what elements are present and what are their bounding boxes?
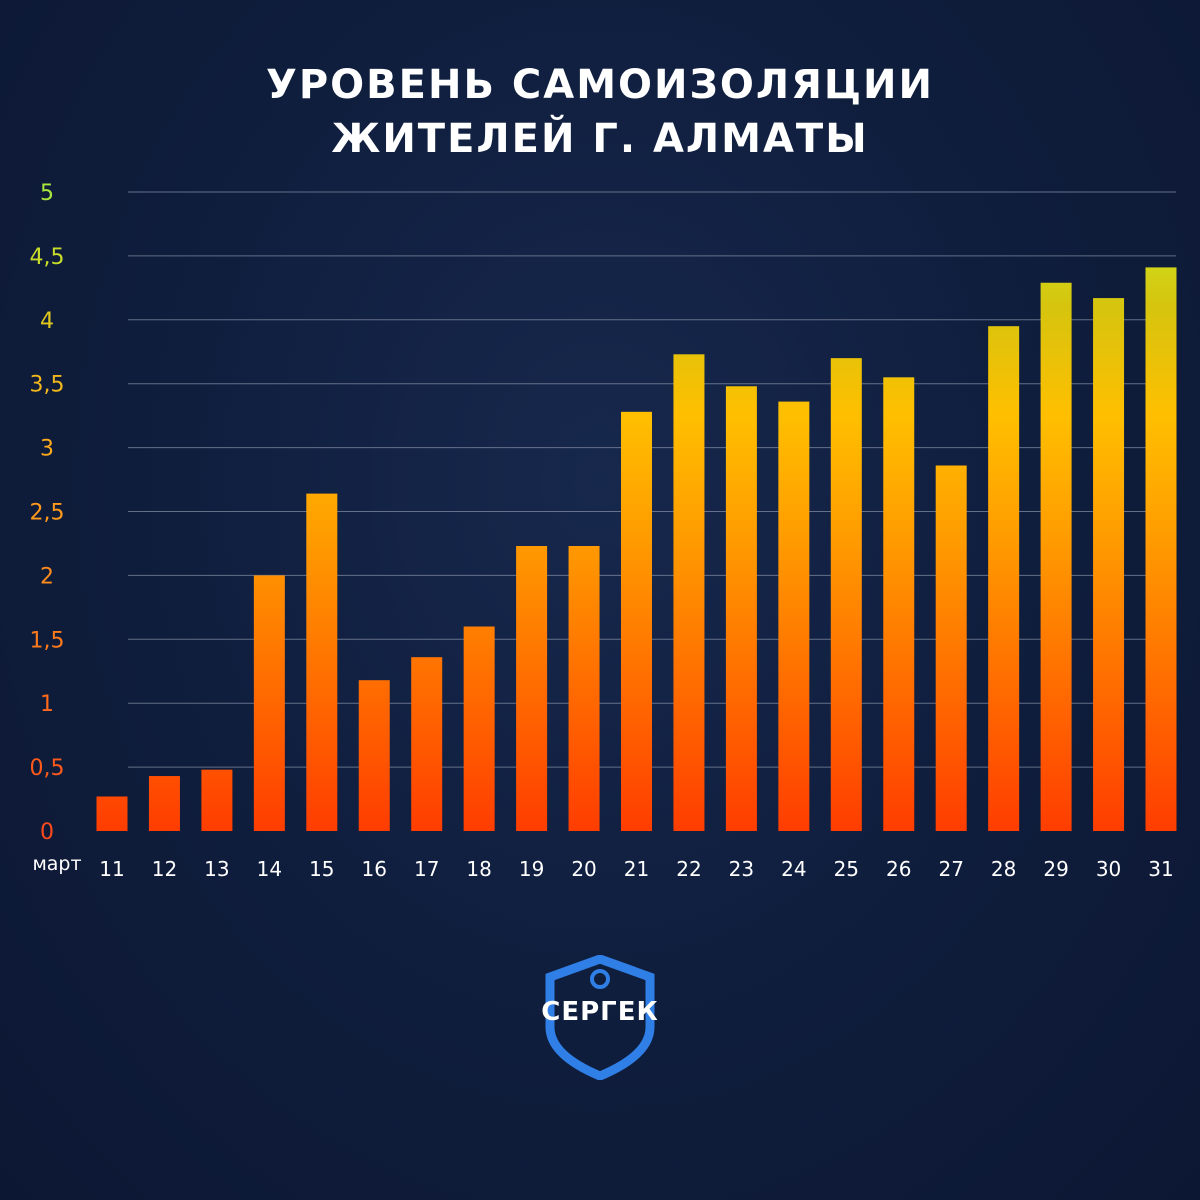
y-tick-label: 4 [40, 309, 54, 334]
x-tick-label: 11 [99, 857, 124, 881]
bar [935, 465, 967, 831]
bar [778, 401, 810, 831]
bar [621, 411, 652, 831]
bar [1145, 267, 1177, 832]
y-tick-label: 3 [40, 437, 54, 462]
x-tick-label: 17 [414, 857, 439, 881]
x-tick-label: 15 [309, 857, 334, 881]
title-line-2: ЖИТЕЛЕЙ Г. АЛМАТЫ [331, 116, 869, 162]
x-tick-label: 23 [729, 857, 754, 881]
x-tick-label: 12 [152, 857, 177, 881]
shield-icon [545, 954, 655, 1081]
x-tick-label: 28 [991, 857, 1016, 881]
y-tick-label: 2 [40, 564, 54, 589]
x-tick-label: 18 [466, 857, 491, 881]
bar [516, 546, 548, 831]
chart-title: УРОВЕНЬ САМОИЗОЛЯЦИИ ЖИТЕЛЕЙ Г. АЛМАТЫ [0, 58, 1200, 166]
y-tick-label: 0 [40, 820, 54, 845]
x-tick-label: 20 [571, 857, 596, 881]
title-line-1: УРОВЕНЬ САМОИЗОЛЯЦИИ [266, 62, 934, 108]
bar [725, 386, 757, 831]
bar [883, 377, 915, 831]
y-tick-label: 0,5 [30, 756, 65, 781]
bars [96, 267, 1177, 832]
y-tick-label: 1,5 [30, 628, 65, 653]
x-tick-label: 16 [362, 857, 387, 881]
x-tick-label: 13 [204, 857, 229, 881]
bar [306, 493, 338, 831]
logo-text: СЕРГЕК [541, 997, 659, 1027]
x-tick-label: 27 [938, 857, 963, 881]
x-tick-label: 29 [1043, 857, 1068, 881]
x-tick-label: 19 [519, 857, 544, 881]
y-tick-label: 5 [40, 181, 54, 206]
bar [830, 358, 862, 831]
y-tick-label: 1 [40, 692, 54, 717]
x-axis-ticks: 11 12 13 14 15 16 17 18 19 20 21 22 23 24 25 26 27 28 29 30… [99, 857, 1173, 881]
y-tick-label: 4,5 [30, 245, 65, 270]
bar [1093, 298, 1125, 832]
bar [988, 326, 1020, 831]
bar [201, 769, 233, 831]
bar [463, 626, 495, 831]
bar [358, 680, 390, 831]
x-tick-label: 21 [624, 857, 649, 881]
y-tick-label: 3,5 [30, 373, 65, 398]
y-axis-ticks: 0 0,5 1 1,5 2 2,5 3 3,5 4 4,5 5 [30, 181, 65, 845]
sergek-logo: СЕРГЕК [540, 954, 660, 1081]
bar [1040, 282, 1072, 831]
x-tick-label: 26 [886, 857, 911, 881]
y-tick-label: 2,5 [30, 501, 65, 526]
x-tick-label: 22 [676, 857, 701, 881]
x-tick-label: 30 [1096, 857, 1121, 881]
bar [673, 354, 705, 831]
bar [568, 546, 600, 831]
x-tick-label: 14 [257, 857, 282, 881]
bar [411, 657, 443, 831]
bar [96, 796, 128, 831]
bar [253, 575, 285, 831]
x-axis-label: март [32, 853, 81, 875]
x-tick-label: 25 [834, 857, 859, 881]
x-tick-label: 24 [781, 857, 806, 881]
bar [148, 776, 180, 831]
x-tick-label: 31 [1148, 857, 1173, 881]
